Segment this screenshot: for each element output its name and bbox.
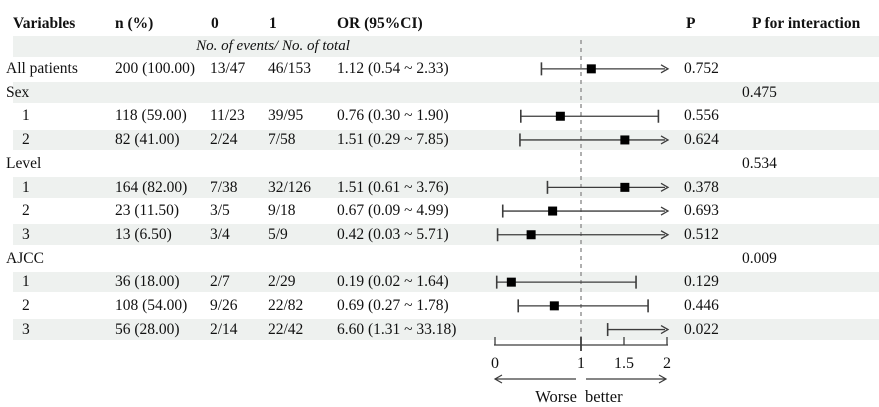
- or-marker: [526, 230, 536, 240]
- col-header-or-ci: OR (95%CI): [337, 15, 423, 32]
- col-header-variables: Variables: [13, 15, 76, 32]
- worse-arrowhead: [493, 374, 503, 384]
- cell-events1: 9/18: [268, 202, 296, 220]
- cell-p: 0.693: [684, 202, 719, 220]
- cell-p: 0.752: [684, 60, 719, 77]
- cell-p: 0.556: [684, 107, 719, 125]
- cell-n-pct: 164 (82.00): [115, 178, 188, 196]
- col-header-p-interaction: P for interaction: [752, 15, 861, 32]
- cell-variable: Sex: [6, 83, 30, 101]
- cell-n-pct: 82 (41.00): [115, 131, 180, 149]
- or-marker: [548, 206, 558, 216]
- cell-events1: 46/153: [268, 60, 312, 77]
- cell-p: 0.129: [684, 273, 719, 291]
- or-marker: [506, 277, 516, 287]
- cell-n-pct: 200 (100.00): [115, 60, 196, 77]
- cell-events0: 2/14: [210, 320, 238, 338]
- events-note-band: [13, 36, 879, 57]
- cell-p: 0.624: [684, 131, 719, 149]
- cell-events0: 3/5: [210, 202, 230, 220]
- cell-events1: 39/95: [268, 107, 304, 125]
- cell-variable: AJCC: [6, 249, 44, 267]
- cell-events0: 9/26: [210, 297, 238, 314]
- cell-events1: 32/126: [268, 178, 312, 196]
- cell-n-pct: 108 (54.00): [115, 297, 188, 314]
- cell-n-pct: 23 (11.50): [115, 202, 179, 220]
- ci-arrowhead-right: [660, 206, 670, 216]
- cell-p: 0.446: [684, 297, 719, 314]
- or-marker: [555, 111, 565, 121]
- cell-p: 0.022: [684, 320, 719, 338]
- cell-events0: 3/4: [210, 225, 230, 243]
- cell-variable: 2: [22, 131, 30, 149]
- cell-p: 0.378: [684, 178, 719, 196]
- col-header-group1: 1: [269, 15, 277, 32]
- cell-or-ci: 1.51 (0.61 ~ 3.76): [337, 178, 449, 196]
- cell-p-interaction: 0.009: [742, 249, 777, 267]
- row-stripe: [13, 319, 879, 340]
- cell-events1: 22/42: [268, 320, 304, 338]
- row-stripe: [13, 129, 879, 151]
- cell-or-ci: 6.60 (1.31 ~ 33.18): [337, 320, 457, 338]
- col-header-group0: 0: [211, 15, 219, 32]
- cell-or-ci: 0.69 (0.27 ~ 1.78): [337, 297, 449, 314]
- or-marker: [549, 301, 559, 311]
- cell-p-interaction: 0.534: [742, 154, 777, 172]
- cell-variable: 3: [22, 225, 30, 243]
- x-axis-tick-label: 1.5: [614, 355, 634, 372]
- cell-events1: 2/29: [268, 273, 296, 291]
- x-axis-tick-label: 2: [663, 355, 671, 372]
- cell-or-ci: 0.76 (0.30 ~ 1.90): [337, 107, 449, 125]
- col-header-p: P: [686, 15, 696, 32]
- row-stripe: [13, 177, 879, 198]
- or-marker: [586, 64, 596, 74]
- cell-n-pct: 36 (18.00): [115, 273, 180, 291]
- events-note-label: No. of events/ No. of total: [196, 38, 350, 54]
- x-axis-tick-label: 0: [491, 355, 499, 372]
- cell-events1: 5/9: [268, 225, 288, 243]
- x-axis-tick-label: 1: [577, 355, 585, 372]
- cell-or-ci: 0.67 (0.09 ~ 4.99): [337, 202, 449, 220]
- row-stripe: [13, 224, 879, 246]
- row-stripe: [13, 271, 879, 293]
- cell-variable: 3: [22, 320, 30, 338]
- ci-arrowhead-right: [660, 135, 670, 145]
- cell-p-interaction: 0.475: [742, 83, 777, 101]
- cell-or-ci: 1.12 (0.54 ~ 2.33): [337, 60, 449, 77]
- better-label: better: [585, 387, 623, 406]
- worse-label: Worse: [535, 387, 577, 406]
- cell-events0: 2/24: [210, 131, 238, 149]
- cell-variable: 1: [22, 107, 30, 125]
- row-stripe: [13, 82, 879, 103]
- cell-or-ci: 0.19 (0.02 ~ 1.64): [337, 273, 449, 291]
- cell-events0: 7/38: [210, 178, 238, 196]
- cell-events0: 13/47: [210, 60, 246, 77]
- cell-variable: 2: [22, 202, 30, 220]
- or-marker: [620, 135, 630, 145]
- col-header-n-pct: n (%): [115, 15, 154, 32]
- cell-or-ci: 0.42 (0.03 ~ 5.71): [337, 225, 449, 243]
- cell-variable: All patients: [6, 60, 78, 77]
- or-marker: [620, 182, 630, 192]
- cell-n-pct: 56 (28.00): [115, 320, 180, 338]
- cell-p: 0.512: [684, 225, 719, 243]
- cell-variable: 2: [22, 297, 30, 314]
- cell-variable: Level: [6, 154, 42, 172]
- ci-arrowhead-right: [660, 324, 670, 335]
- cell-variable: 1: [22, 273, 30, 291]
- cell-events0: 11/23: [210, 107, 245, 125]
- better-arrowhead: [658, 374, 668, 384]
- cell-events0: 2/7: [210, 273, 230, 291]
- cell-n-pct: 118 (59.00): [115, 107, 187, 125]
- cell-events1: 22/82: [268, 297, 304, 314]
- cell-or-ci: 1.51 (0.29 ~ 7.85): [337, 131, 449, 149]
- ci-arrowhead-right: [660, 230, 670, 240]
- cell-variable: 1: [22, 178, 30, 196]
- cell-events1: 7/58: [268, 131, 296, 149]
- cell-n-pct: 13 (6.50): [115, 225, 172, 243]
- ci-arrowhead-right: [660, 182, 670, 192]
- ci-arrowhead-right: [660, 64, 670, 74]
